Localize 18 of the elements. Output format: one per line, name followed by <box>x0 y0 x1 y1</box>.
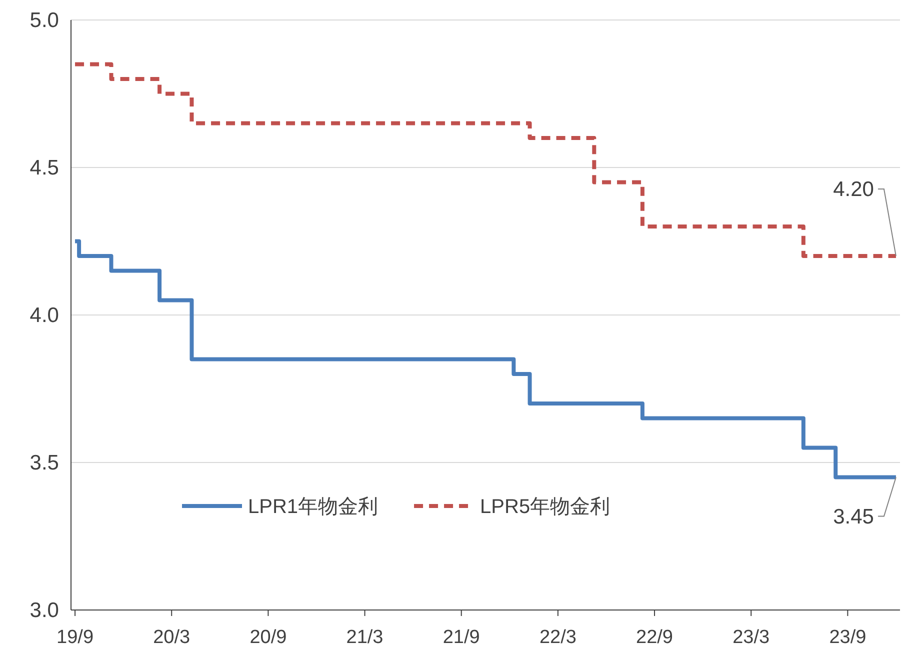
y-tick-label: 4.0 <box>30 304 59 327</box>
x-tick-label: 23/9 <box>829 627 866 648</box>
annotation: 4.20 <box>833 178 874 201</box>
x-tick-label: 21/9 <box>442 627 480 648</box>
legend-label: LPR1年物金利 <box>248 496 378 518</box>
y-tick-label: 3.0 <box>30 599 59 622</box>
y-tick-label: 3.5 <box>30 452 59 474</box>
x-tick-label: 20/9 <box>250 627 287 648</box>
legend-label: LPR5年物金利 <box>480 496 610 518</box>
annotation: 3.45 <box>833 505 874 528</box>
x-tick-label: 22/3 <box>539 627 576 648</box>
x-tick-label: 21/3 <box>346 627 384 648</box>
x-tick-label: 20/3 <box>153 627 190 648</box>
y-tick-label: 4.5 <box>30 156 59 180</box>
x-tick-label: 23/3 <box>732 627 770 648</box>
x-tick-label: 19/9 <box>56 627 94 648</box>
y-tick-label: 5.0 <box>30 9 59 32</box>
x-tick-label: 22/9 <box>636 627 674 648</box>
